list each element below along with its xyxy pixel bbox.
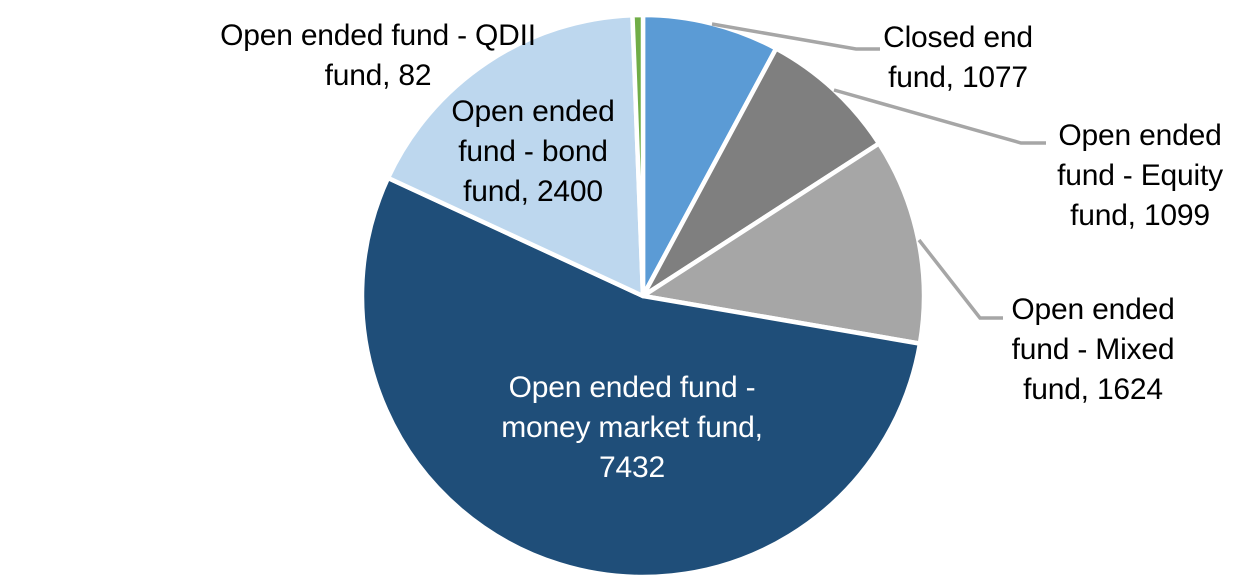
pie-slices [359,12,927,580]
data-label-line: Open ended [1058,119,1222,152]
data-label-line: Open ended [1011,293,1175,326]
data-label-line: Open ended fund - [508,371,756,404]
data-label-line: fund - bond [458,135,608,168]
data-label-line: fund - Mixed [1011,333,1175,366]
data-label-line: Open ended fund - QDII [220,19,536,52]
data-label-line: fund, 1099 [1070,199,1210,232]
leader-line-open-ended-mixed-fund [917,238,1003,320]
pie-slice-open-ended-equity-fund [640,46,882,299]
leader-line-closed-end-fund [711,22,880,51]
data-label-line: fund, 2400 [463,175,603,208]
data-label-open-ended-qdii-fund: Open ended fund - QDII fund, 82 [220,16,536,96]
pie-slice-open-ended-mixed-fund [640,141,927,346]
data-label-open-ended-equity-fund: Open ended fund - Equity fund, 1099 [1057,116,1223,236]
data-label-line: fund - Equity [1057,159,1223,192]
data-label-open-ended-mixed-fund: Open ended fund - Mixed fund, 1624 [1011,290,1174,410]
pie-slice-open-ended-money-market-fund [359,175,923,580]
data-label-line: Open ended [451,95,615,128]
pie-slice-open-ended-bond-fund [385,12,646,299]
data-label-open-ended-bond-fund: Open ended fund - bond fund, 2400 [451,92,614,212]
data-label-line: money market fund, [501,411,763,444]
pie-slice-closed-end-fund [640,12,779,299]
data-label-closed-end-fund: Closed end fund, 1077 [883,18,1033,98]
pie-slice-open-ended-qdii-fund [630,12,646,299]
data-label-line: fund, 1624 [1023,373,1163,406]
data-label-line: Closed end [883,21,1033,54]
data-label-line: fund, 82 [324,59,432,92]
leader-lines [711,22,1046,320]
data-label-open-ended-money-market-fund: Open ended fund - money market fund, 743… [501,368,763,488]
data-label-line: fund, 1077 [888,61,1028,94]
data-label-line: 7432 [599,451,665,484]
leader-line-open-ended-equity-fund [833,88,1046,145]
